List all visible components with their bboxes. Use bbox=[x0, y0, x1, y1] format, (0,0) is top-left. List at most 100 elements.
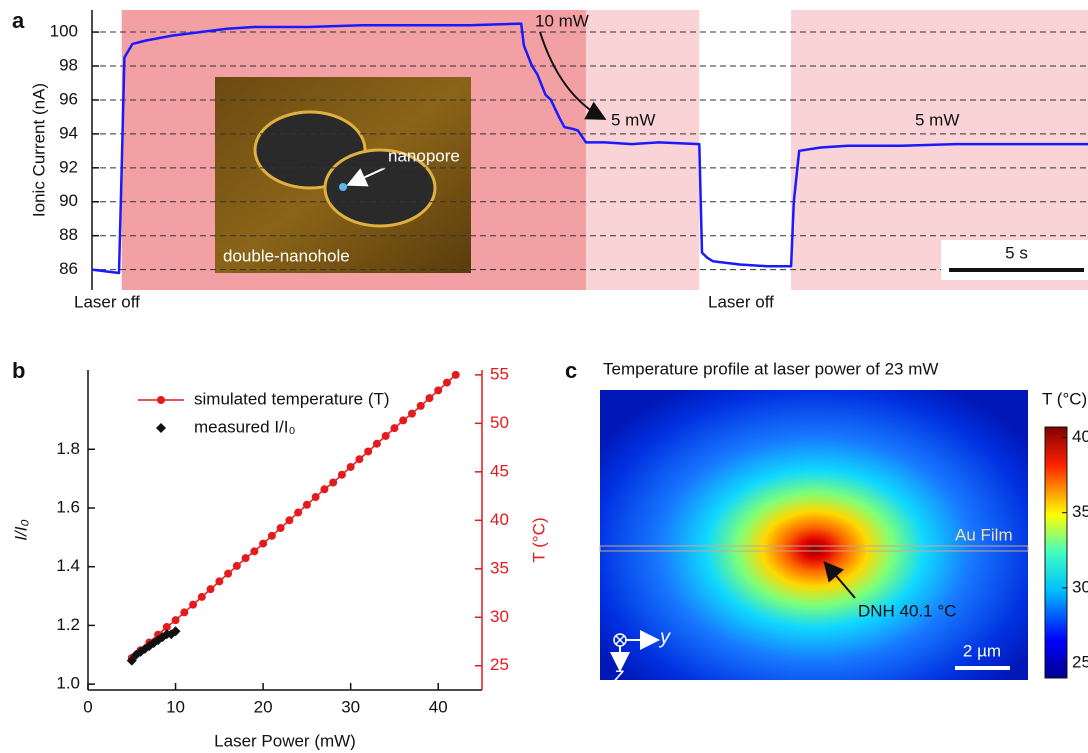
data-point bbox=[224, 569, 233, 578]
arrow bbox=[823, 560, 856, 599]
y-tick-label: 98 bbox=[59, 55, 78, 74]
y-tick-label: 90 bbox=[59, 191, 78, 210]
annotation: 5 mW bbox=[611, 110, 655, 129]
colorbar-tick-label: 25 bbox=[1072, 652, 1088, 671]
annotation: Au Film bbox=[955, 525, 1013, 544]
y2-tick-label: 30 bbox=[490, 607, 509, 626]
chart-title: Temperature profile at laser power of 23… bbox=[603, 359, 938, 378]
y-tick-label: 96 bbox=[59, 89, 78, 108]
y-tick-label: 86 bbox=[59, 259, 78, 278]
data-point bbox=[372, 439, 381, 448]
x-tick-label: 40 bbox=[429, 697, 448, 716]
data-point bbox=[337, 470, 346, 479]
annotation: double-nanohole bbox=[223, 246, 350, 265]
annotation: DNH 40.1 °C bbox=[858, 601, 956, 620]
panel-letter: c bbox=[565, 358, 577, 383]
data-point bbox=[311, 493, 320, 502]
data-point bbox=[215, 577, 224, 586]
data-point bbox=[329, 478, 338, 487]
y2-axis-title: T (°C) bbox=[529, 517, 548, 562]
annotation: Laser off bbox=[74, 292, 140, 311]
y-axis-title: I/I₀ bbox=[11, 519, 30, 540]
inset: nanopore double-nanohole bbox=[215, 77, 471, 273]
data-point bbox=[346, 462, 355, 471]
data-point bbox=[451, 370, 460, 379]
scale-bar-label: 2 µm bbox=[963, 641, 1001, 660]
data-point bbox=[399, 416, 408, 425]
colorbar-tick-label: 40 bbox=[1072, 427, 1088, 446]
data-point bbox=[250, 547, 259, 556]
colorbar bbox=[1044, 426, 1068, 679]
data-point bbox=[197, 592, 206, 601]
y2-tick-label: 50 bbox=[490, 413, 509, 432]
data-point bbox=[276, 524, 285, 533]
y-tick-label: 1.2 bbox=[56, 615, 80, 634]
colorbar-tick-label: 30 bbox=[1072, 577, 1088, 596]
data-point bbox=[381, 431, 390, 440]
annotation: Laser off bbox=[708, 292, 774, 311]
y2-tick-label: 35 bbox=[490, 558, 509, 577]
data-point bbox=[416, 401, 425, 410]
y2-tick-label: 55 bbox=[490, 364, 509, 383]
y-tick-label: 94 bbox=[59, 123, 78, 142]
panel-a-background bbox=[121, 10, 1088, 290]
y-tick-label: 1.8 bbox=[56, 439, 80, 458]
data-point bbox=[259, 539, 268, 548]
data-point bbox=[364, 447, 373, 456]
y-tick-label: 1.0 bbox=[56, 674, 80, 693]
y-tick-label: 92 bbox=[59, 157, 78, 176]
x-tick-label: 0 bbox=[83, 697, 92, 716]
x-tick-label: 30 bbox=[341, 697, 360, 716]
x-axis-title: Laser Power (mW) bbox=[214, 731, 356, 750]
colorbar-tick-label: 35 bbox=[1072, 502, 1088, 521]
panel-a-plot: 86 88 90 92 94 96 98 100 5 s bbox=[50, 10, 1088, 290]
data-point bbox=[434, 386, 443, 395]
data-point bbox=[162, 622, 171, 631]
legend-marker bbox=[157, 396, 165, 404]
scale-bar-label: 5 s bbox=[1005, 243, 1028, 262]
data-point bbox=[302, 500, 311, 509]
legend-marker bbox=[156, 423, 166, 433]
data-point bbox=[170, 626, 181, 637]
annotation: 10 mW bbox=[535, 11, 589, 30]
pointer bbox=[346, 167, 386, 187]
nanopore-dot bbox=[339, 183, 347, 191]
data-point bbox=[126, 655, 137, 666]
panel-letter: b bbox=[12, 358, 25, 383]
y-tick-label: 100 bbox=[50, 22, 78, 41]
au-film bbox=[599, 545, 1029, 552]
y-tick-label: 1.6 bbox=[56, 497, 80, 516]
data-point bbox=[285, 516, 294, 525]
data-point bbox=[171, 616, 180, 625]
data-point bbox=[442, 378, 451, 387]
axis-icon bbox=[615, 635, 625, 645]
data-point bbox=[407, 409, 416, 418]
axes-icon: y z bbox=[610, 626, 671, 686]
data-point bbox=[189, 600, 198, 609]
data-point bbox=[425, 394, 434, 403]
axis-icon-label: z bbox=[613, 664, 624, 686]
shaded-region bbox=[585, 10, 700, 290]
data-point bbox=[180, 608, 189, 617]
x-tick-label: 10 bbox=[166, 697, 185, 716]
data-point bbox=[355, 455, 364, 464]
trace bbox=[91, 22, 1088, 275]
axis-icon-label: y bbox=[658, 626, 671, 648]
arrow bbox=[539, 31, 607, 120]
data-point bbox=[320, 485, 329, 494]
scale-bar-box bbox=[941, 240, 1088, 280]
annotation: 5 mW bbox=[915, 110, 959, 129]
data-point bbox=[267, 531, 276, 540]
y2-tick-label: 45 bbox=[490, 461, 509, 480]
data-point bbox=[241, 554, 250, 563]
colorbar-title: T (°C) bbox=[1042, 389, 1087, 408]
legend-label: simulated temperature (T) bbox=[194, 389, 390, 408]
y2-tick-label: 25 bbox=[490, 655, 509, 674]
legend-label: measured I/I₀ bbox=[194, 417, 296, 436]
data-point bbox=[206, 585, 215, 594]
x-tick-label: 20 bbox=[254, 697, 273, 716]
data-point bbox=[294, 508, 303, 517]
y-tick-label: 88 bbox=[59, 225, 78, 244]
annotation: nanopore bbox=[388, 146, 460, 165]
